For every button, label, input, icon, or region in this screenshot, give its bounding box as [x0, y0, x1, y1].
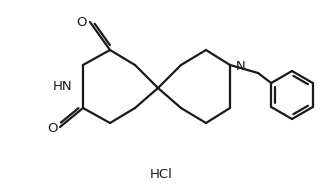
Text: O: O — [77, 16, 87, 28]
Text: O: O — [47, 122, 57, 135]
Text: N: N — [236, 60, 246, 73]
Text: HN: HN — [53, 80, 73, 94]
Text: HCl: HCl — [149, 167, 173, 180]
